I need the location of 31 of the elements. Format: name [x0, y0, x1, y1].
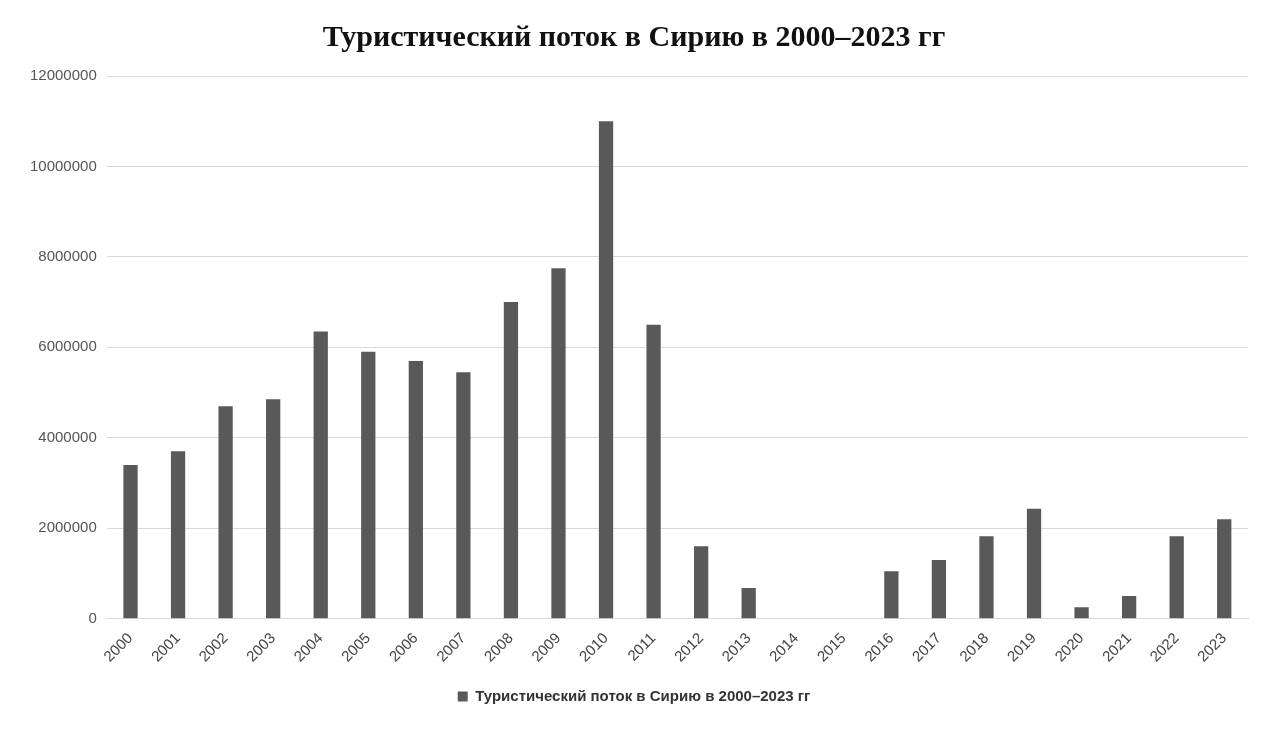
- bar: [741, 587, 756, 619]
- bar: [218, 406, 233, 619]
- bar: [503, 302, 519, 619]
- bar: [646, 324, 661, 619]
- bar: [598, 121, 614, 619]
- y-tick-label: 4000000: [38, 427, 97, 445]
- y-tick-label: 8000000: [38, 247, 97, 265]
- bar: [456, 372, 471, 619]
- legend-label: Туристический поток в Сирию в 2000–2023 гг: [475, 686, 811, 704]
- bar: [408, 360, 423, 619]
- bar: [123, 464, 138, 619]
- bar: [1121, 596, 1137, 619]
- bar: [979, 536, 994, 619]
- y-tick-label: 12000000: [29, 66, 97, 84]
- bar: [551, 268, 566, 619]
- bar: [1217, 519, 1232, 619]
- y-tick-label: 2000000: [38, 518, 97, 536]
- bar: [361, 351, 376, 619]
- chart-title: Туристический поток в Сирию в 2000–2023 гг: [322, 18, 946, 52]
- y-tick-label: 10000000: [29, 156, 97, 174]
- bar: [1074, 607, 1089, 619]
- bar: [313, 331, 328, 619]
- bar: [170, 451, 186, 619]
- bar: [694, 546, 709, 619]
- bar: [884, 571, 899, 619]
- bar: [1169, 536, 1184, 619]
- bar: [1026, 508, 1042, 619]
- y-tick-label: 6000000: [38, 337, 97, 355]
- y-tick-label: 0: [88, 608, 97, 626]
- bar: [266, 399, 281, 619]
- bar: [931, 559, 947, 619]
